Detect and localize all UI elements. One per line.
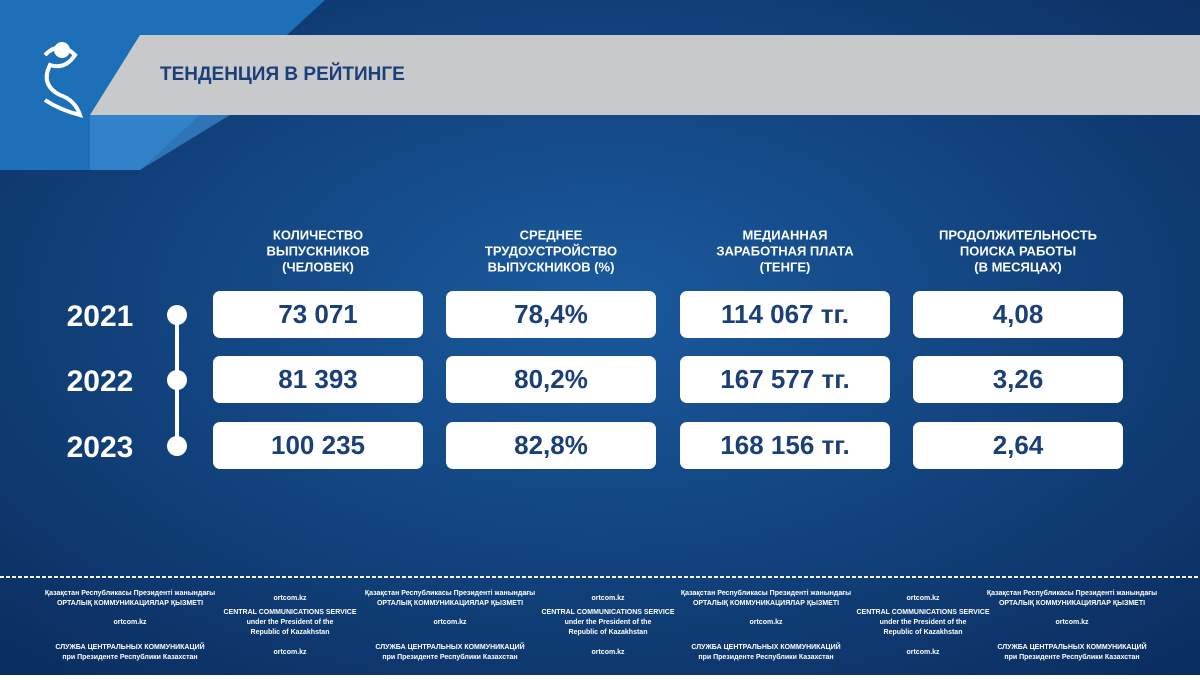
footer-text: Republic of Kazakhstan: [569, 629, 648, 636]
wedge: [90, 115, 230, 170]
value: 81 393: [278, 364, 358, 394]
year: 2022: [67, 365, 134, 398]
value-box: [446, 356, 656, 403]
value: 100 235: [271, 430, 365, 460]
footer-text: при Президенте Республики Казахстан: [382, 653, 517, 661]
value: 168 156 тг.: [720, 430, 849, 460]
value-box: [913, 356, 1123, 403]
footer-text: CENTRAL COMMUNICATIONS SERVICE: [856, 609, 989, 616]
value: 2,64: [993, 430, 1044, 460]
year: 2023: [67, 431, 134, 464]
footer-text: Republic of Kazakhstan: [251, 629, 330, 636]
value: 82,8%: [514, 430, 588, 460]
footer-text: ortcom.kz: [749, 619, 783, 626]
column-header: МЕДИАННАЯ: [742, 227, 827, 242]
footer-text: Қазақстан Республикасы Президенті жанынд…: [45, 589, 215, 597]
value-box: [213, 422, 423, 469]
title-banner: [90, 35, 1200, 115]
value-box: [680, 422, 890, 469]
footer-text: при Президенте Республики Казахстан: [62, 653, 197, 661]
timeline-dot: [167, 370, 187, 390]
column-header: ВЫПУСКНИКОВ: [266, 243, 369, 258]
column-header: ПРОДОЛЖИТЕЛЬНОСТЬ: [939, 227, 1097, 242]
footer-text: Republic of Kazakhstan: [884, 629, 963, 636]
column-header: (ЧЕЛОВЕК): [282, 259, 354, 274]
title: ТЕНДЕНЦИЯ В РЕЙТИНГЕ: [160, 63, 405, 85]
footer-text: under the President of the: [565, 619, 652, 626]
footer-text: Қазақстан Республикасы Президенті жанынд…: [987, 589, 1157, 597]
column-header: ВЫПУСКНИКОВ (%): [488, 259, 615, 274]
value-box: [913, 422, 1123, 469]
footer-text: ortcom.kz: [906, 595, 940, 602]
footer-text: ОРТАЛЫҚ КОММУНИКАЦИЯЛАР ҚЫЗМЕТІ: [999, 600, 1145, 607]
footer-text: under the President of the: [880, 619, 967, 626]
footer-text: CENTRAL COMMUNICATIONS SERVICE: [223, 609, 356, 616]
column-header: ЗАРАБОТНАЯ ПЛАТА: [716, 243, 854, 258]
footer-text: ortcom.kz: [273, 649, 307, 656]
column-header: СРЕДНЕЕ: [520, 227, 583, 242]
footer-text: ortcom.kz: [433, 619, 467, 626]
footer-text: СЛУЖБА ЦЕНТРАЛЬНЫХ КОММУНИКАЦИЙ: [55, 642, 204, 651]
value: 73 071: [278, 299, 358, 329]
timeline-dot: [167, 305, 187, 325]
value: 4,08: [993, 299, 1044, 329]
value: 3,26: [993, 364, 1044, 394]
timeline-dot: [167, 436, 187, 456]
footer-text: при Президенте Республики Казахстан: [698, 653, 833, 661]
year: 2021: [67, 300, 134, 333]
value-box: [446, 291, 656, 338]
footer-text: СЛУЖБА ЦЕНТРАЛЬНЫХ КОММУНИКАЦИЙ: [375, 642, 524, 651]
column-header: ТРУДОУСТРОЙСТВО: [485, 243, 617, 258]
footer-text: ortcom.kz: [906, 649, 940, 656]
value: 114 067 тг.: [721, 299, 849, 329]
column-header: (ТЕНГЕ): [760, 259, 811, 274]
value-box: [446, 422, 656, 469]
value-box: [680, 356, 890, 403]
value: 78,4%: [514, 299, 588, 329]
footer-text: СЛУЖБА ЦЕНТРАЛЬНЫХ КОММУНИКАЦИЙ: [691, 642, 840, 651]
value-box: [680, 291, 890, 338]
footer-text: ortcom.kz: [273, 595, 307, 602]
value-box: [913, 291, 1123, 338]
footer-text: ortcom.kz: [113, 619, 147, 626]
footer-text: СЛУЖБА ЦЕНТРАЛЬНЫХ КОММУНИКАЦИЙ: [997, 642, 1146, 651]
footer-text: Қазақстан Республикасы Президенті жанынд…: [365, 589, 535, 597]
value: 80,2%: [514, 364, 588, 394]
column-header: ПОИСКА РАБОТЫ: [960, 243, 1076, 258]
footer-text: ortcom.kz: [1055, 619, 1089, 626]
footer-text: ОРТАЛЫҚ КОММУНИКАЦИЯЛАР ҚЫЗМЕТІ: [693, 600, 839, 607]
value: 167 577 тг.: [720, 364, 849, 394]
footer-text: CENTRAL COMMUNICATIONS SERVICE: [541, 609, 674, 616]
footer-text: ortcom.kz: [591, 649, 625, 656]
footer-text: при Президенте Республики Казахстан: [1004, 653, 1139, 661]
footer-text: Қазақстан Республикасы Президенті жанынд…: [681, 589, 851, 597]
column-header: КОЛИЧЕСТВО: [273, 227, 363, 242]
footer-text: ОРТАЛЫҚ КОММУНИКАЦИЯЛАР ҚЫЗМЕТІ: [377, 600, 523, 607]
footer-text: ОРТАЛЫҚ КОММУНИКАЦИЯЛАР ҚЫЗМЕТІ: [57, 600, 203, 607]
value-box: [213, 356, 423, 403]
footer-text: under the President of the: [247, 619, 334, 626]
column-header: (В МЕСЯЦАХ): [974, 259, 1061, 274]
footer-text: ortcom.kz: [591, 595, 625, 602]
logo: [43, 42, 84, 118]
value-box: [213, 291, 423, 338]
